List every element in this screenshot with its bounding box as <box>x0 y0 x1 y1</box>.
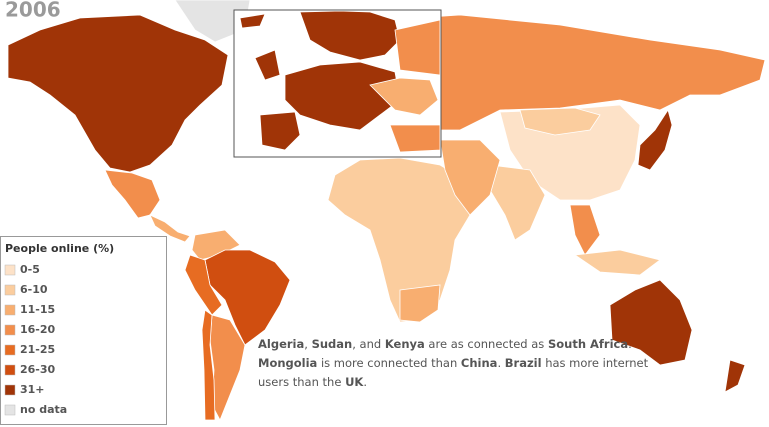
southeast-asia <box>569 204 601 256</box>
annotation-segment: South Africa <box>548 337 628 351</box>
iberia <box>259 111 301 151</box>
legend-label: 31+ <box>20 383 45 396</box>
brazil <box>204 249 291 346</box>
south-africa <box>399 284 441 323</box>
middle-east <box>439 139 501 216</box>
annotation-segment: UK <box>345 375 364 389</box>
legend-title: People online (%) <box>5 242 114 255</box>
annotation-segment: . <box>497 356 504 370</box>
legend-swatch <box>4 264 16 276</box>
west-russia <box>394 19 441 76</box>
legend-swatch <box>4 404 16 416</box>
iceland <box>239 13 266 29</box>
australia <box>609 279 693 366</box>
year-title: 2006 <box>5 0 61 22</box>
legend-label: 6-10 <box>20 283 48 296</box>
turkey <box>389 124 441 153</box>
legend-swatch <box>4 384 16 396</box>
annotation-segment: has more internet <box>542 356 649 370</box>
legend-label: 11-15 <box>20 303 55 316</box>
annotation-segment: . <box>628 337 632 351</box>
land <box>7 0 766 421</box>
central-america <box>149 214 191 243</box>
annotation-segment: are as connected as <box>425 337 548 351</box>
legend-swatch <box>4 364 16 376</box>
indonesia <box>573 249 661 276</box>
annotation-segment: , <box>304 337 311 351</box>
ukraine <box>369 77 439 116</box>
legend-label: no data <box>20 403 67 416</box>
annotation-segment: Algeria <box>258 337 304 351</box>
peru <box>184 254 223 316</box>
north-america <box>7 14 229 173</box>
legend-label: 26-30 <box>20 363 56 376</box>
annotation-segment: , and <box>352 337 385 351</box>
legend-swatch <box>4 304 16 316</box>
annotation-segment: Sudan <box>312 337 353 351</box>
mongolia <box>519 107 601 136</box>
annotation-segment: China <box>461 356 498 370</box>
legend-label: 0-5 <box>20 263 40 276</box>
uk <box>254 49 281 81</box>
japan <box>637 109 673 171</box>
europe-inset <box>233 9 442 158</box>
chile <box>201 309 216 421</box>
scandinavia <box>299 10 401 61</box>
legend-swatch <box>4 284 16 296</box>
legend-box <box>0 236 167 425</box>
annotation-segment: is more connected than <box>317 356 461 370</box>
annotation-segment: . <box>363 375 367 389</box>
legend-swatch <box>4 324 16 336</box>
legend-swatch <box>4 344 16 356</box>
annotation-segment: users than the <box>258 375 345 389</box>
greenland <box>174 0 251 43</box>
africa <box>327 157 471 323</box>
india <box>489 164 546 241</box>
annotation-segment: Mongolia <box>258 356 317 370</box>
legend-label: 21-25 <box>20 343 55 356</box>
argentina <box>209 314 246 421</box>
legend: People online (%) 0-5 6-10 11-15 16-20 21-25… <box>0 236 167 425</box>
annotation-segment: Brazil <box>505 356 542 370</box>
new-zealand <box>724 359 746 393</box>
annotation-segment: Kenya <box>385 337 425 351</box>
legend-label: 16-20 <box>20 323 56 336</box>
annotation: Algeria, Sudan, and Kenya are as connect… <box>258 337 649 389</box>
central-europe <box>284 61 401 131</box>
